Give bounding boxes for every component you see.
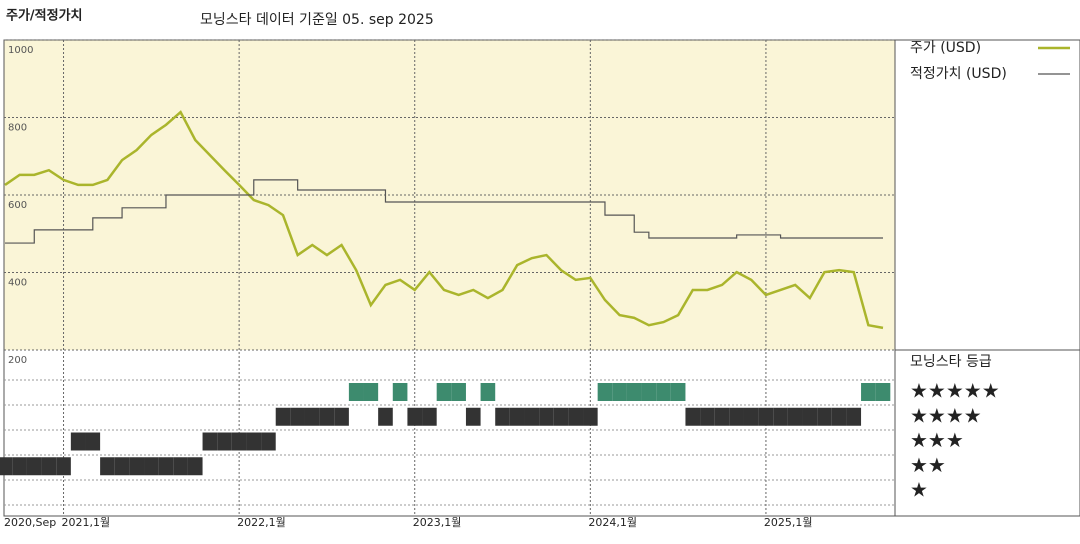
rating-label: ★★	[910, 453, 946, 477]
rating-bar	[173, 457, 188, 476]
rating-bar	[539, 407, 554, 426]
rating-bar	[773, 407, 788, 426]
rating-label: ★★★	[910, 428, 964, 452]
rating-bar	[202, 432, 218, 451]
rating-bar	[758, 407, 774, 426]
rating-bar	[714, 407, 730, 426]
rating-bar	[290, 407, 305, 426]
rating-bar	[70, 432, 86, 451]
rating-bar	[334, 407, 349, 426]
rating-bar	[597, 383, 613, 401]
rating-bar	[875, 383, 891, 401]
rating-bar	[656, 383, 671, 401]
rating-bar	[480, 383, 496, 401]
rating-bar	[12, 457, 27, 476]
chart-title: 주가/적정가치	[6, 8, 83, 24]
rating-bar	[363, 383, 379, 401]
rating-bar	[187, 457, 203, 476]
rating-bar	[0, 457, 13, 476]
rating-bar	[231, 432, 247, 451]
y-tick-label: 400	[8, 278, 27, 289]
rating-bar	[407, 407, 423, 426]
x-tick-label: 2023,1월	[413, 516, 462, 529]
rating-bar	[802, 407, 818, 426]
rating-bar	[392, 383, 408, 401]
y-tick-label: 600	[8, 200, 27, 211]
rating-bar	[436, 383, 452, 401]
rating-bar	[144, 457, 159, 476]
rating-bar	[114, 457, 130, 476]
y-tick-label: 200	[8, 355, 27, 366]
rating-bar	[465, 407, 481, 426]
rating-bar	[348, 383, 364, 401]
rating-bar	[817, 407, 832, 426]
rating-bar	[509, 407, 525, 426]
rating-bar	[524, 407, 540, 426]
rating-bar	[319, 407, 335, 426]
x-tick-label: 2020,Sep	[4, 516, 56, 529]
rating-bar	[729, 407, 744, 426]
rating-bar	[743, 407, 759, 426]
rating-bar	[568, 407, 584, 426]
rating-bar	[583, 407, 598, 426]
rating-title: 모닝스타 등급	[910, 354, 992, 370]
rating-bar	[451, 383, 466, 401]
rating-rows	[4, 379, 895, 506]
rating-bar	[261, 432, 276, 451]
rating-bar	[612, 383, 627, 401]
rating-bar	[641, 383, 657, 401]
y-tick-label: 1000	[8, 45, 33, 56]
rating-bar	[626, 383, 642, 401]
series-line	[4, 110, 884, 330]
rating-bar	[129, 457, 145, 476]
x-tick-label: 2021,1월	[62, 516, 111, 529]
chart-subtitle: 모닝스타 데이터 기준일 05. sep 2025	[200, 12, 434, 28]
rating-bar	[100, 457, 115, 476]
rating-bar	[495, 407, 510, 426]
rating-bar	[553, 407, 569, 426]
legend-label: 주가 (USD)	[910, 40, 981, 56]
x-tick-label: 2022,1월	[237, 516, 286, 529]
rating-bar	[670, 383, 686, 401]
x-tick-label: 2024,1월	[588, 516, 637, 529]
rating-bar	[85, 432, 101, 451]
rating-bar	[787, 407, 803, 426]
rating-bar	[378, 407, 393, 426]
rating-bar	[217, 432, 232, 451]
rating-bar	[304, 407, 320, 426]
rating-label: ★★★★	[910, 403, 982, 427]
rating-bar	[422, 407, 437, 426]
rating-bar	[26, 457, 42, 476]
rating-label: ★	[910, 478, 928, 502]
rating-bar	[700, 407, 715, 426]
rating-bar	[41, 457, 57, 476]
rating-bar	[56, 457, 71, 476]
rating-bar	[685, 407, 701, 426]
series-line	[5, 179, 883, 244]
x-tick-label: 2025,1월	[764, 516, 813, 529]
legend-label: 적정가치 (USD)	[910, 66, 1007, 82]
rating-bar	[831, 407, 847, 426]
rating-label: ★★★★★	[910, 379, 1000, 403]
rating-bar	[861, 383, 876, 401]
y-tick-label: 800	[8, 123, 27, 134]
rating-bar	[246, 432, 262, 451]
rating-bar	[158, 457, 174, 476]
rating-bar	[275, 407, 291, 426]
rating-bar	[846, 407, 862, 426]
